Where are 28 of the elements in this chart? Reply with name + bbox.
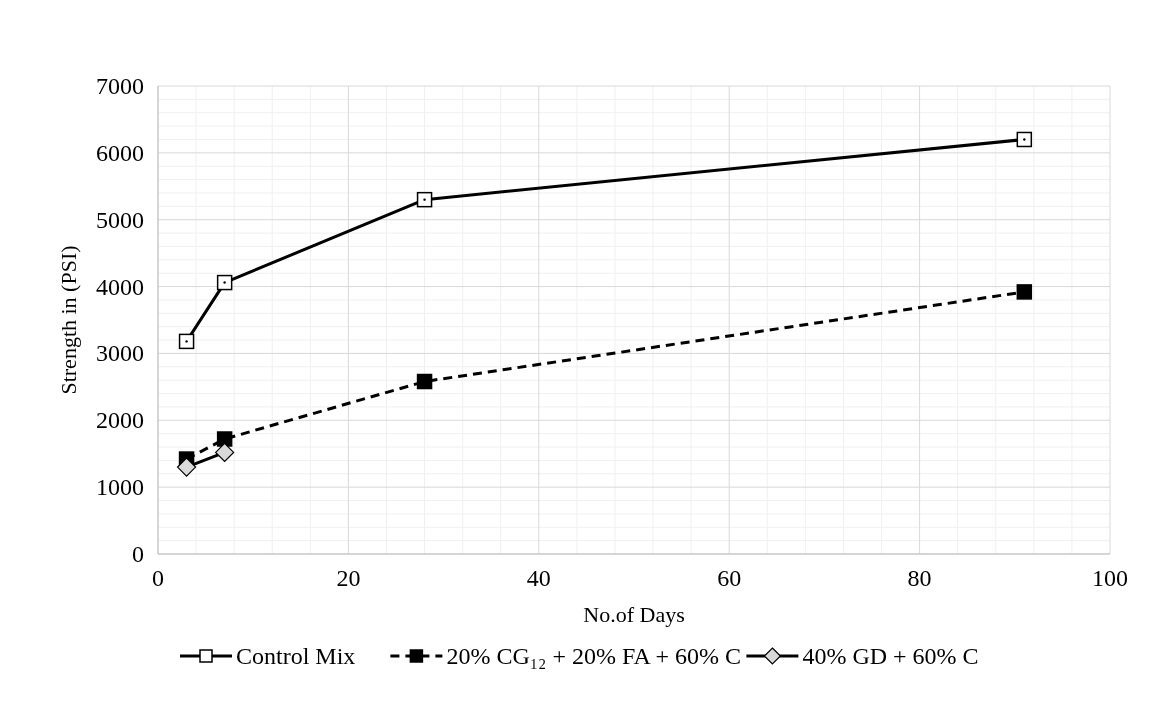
point [216, 431, 233, 447]
point [416, 373, 433, 390]
x-tick-label: 40 [526, 565, 551, 591]
y-axis-title: Strength in (PSI) [56, 245, 81, 395]
point [176, 457, 197, 477]
y-tick-label: 0 [132, 541, 144, 567]
x-tick-label: 100 [1092, 565, 1128, 591]
y-tick-label: 5000 [96, 206, 144, 233]
y-tick-label: 6000 [96, 139, 144, 166]
y-tick-label: 7000 [96, 73, 144, 99]
x-axis-title: No.of Days [583, 602, 685, 627]
point [1016, 284, 1033, 300]
point [1016, 131, 1033, 148]
y-tick-label: 2000 [96, 407, 144, 434]
legend-label: 20% CG₁₂ + 20% FA + 60% C [446, 643, 742, 669]
x-tick-label: 60 [717, 565, 742, 591]
y-tick-label: 4000 [96, 273, 144, 300]
point [178, 333, 195, 350]
point [216, 274, 233, 291]
x-tick-label: 0 [152, 565, 164, 591]
y-tick-label: 3000 [96, 340, 144, 367]
x-tick-label: 80 [907, 565, 932, 591]
point [416, 191, 433, 208]
y-tick-label: 1000 [96, 474, 144, 501]
legend-label: 40% GD + 60% C [802, 643, 979, 669]
x-tick-label: 20 [336, 565, 361, 591]
point [215, 442, 235, 462]
legend-label: Control Mix [236, 643, 356, 669]
